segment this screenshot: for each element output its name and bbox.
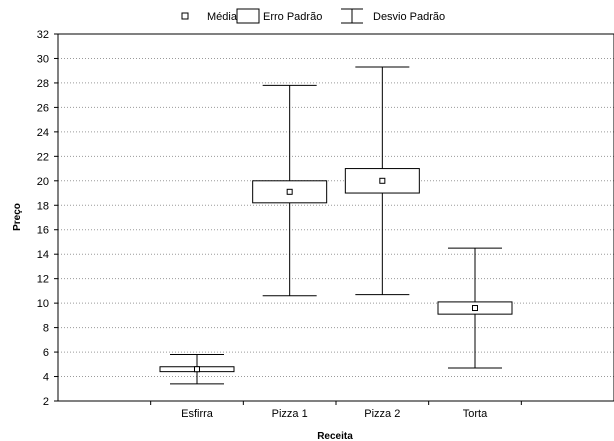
y-axis-title: Preço (12, 203, 23, 231)
x-tick-label: Esfirra (181, 408, 214, 420)
plot-marks (159, 66, 513, 385)
box-group (344, 66, 420, 296)
x-tick-label: Pizza 1 (272, 408, 308, 420)
legend-sd-label: Desvio Padrão (373, 11, 445, 23)
y-tick-label: 6 (43, 347, 49, 359)
y-tick-label: 16 (37, 225, 49, 237)
box-group (252, 84, 328, 297)
y-tick-label: 22 (37, 151, 49, 163)
legend-sd-marker (341, 8, 363, 24)
box-group (159, 354, 235, 385)
y-tick-label: 24 (37, 127, 49, 139)
legend-mean-marker (181, 12, 189, 20)
mean-marker (379, 177, 386, 184)
legend-se-label: Erro Padrão (263, 11, 322, 23)
y-tick-label: 10 (37, 298, 49, 310)
legend: Média Erro Padrão Desvio Padrão (181, 8, 445, 24)
y-tick-label: 26 (37, 102, 49, 114)
mean-marker (194, 366, 200, 373)
legend-mean-label: Média (207, 11, 238, 23)
box-group (437, 247, 513, 369)
plot-frame (57, 33, 614, 402)
y-tick-label: 8 (43, 323, 49, 335)
y-tick-label: 14 (37, 249, 49, 261)
x-tick-label: Torta (463, 408, 488, 420)
y-tick-label: 4 (43, 372, 49, 384)
x-axis-ticks: Esfirra Pizza 1 Pizza 2 Torta (150, 401, 522, 420)
x-tick-label: Pizza 2 (364, 408, 400, 420)
y-tick-label: 28 (37, 78, 49, 90)
x-axis-title: Receita (317, 431, 353, 441)
y-tick-label: 12 (37, 274, 49, 286)
mean-marker (472, 305, 478, 312)
y-tick-label: 20 (37, 176, 49, 188)
y-tick-label: 18 (37, 200, 49, 212)
y-tick-label: 32 (37, 29, 49, 41)
gridlines (58, 57, 614, 378)
mean-marker (286, 188, 293, 195)
y-tick-label: 2 (43, 396, 49, 408)
y-tick-label: 30 (37, 53, 49, 65)
legend-se-marker (236, 8, 260, 24)
